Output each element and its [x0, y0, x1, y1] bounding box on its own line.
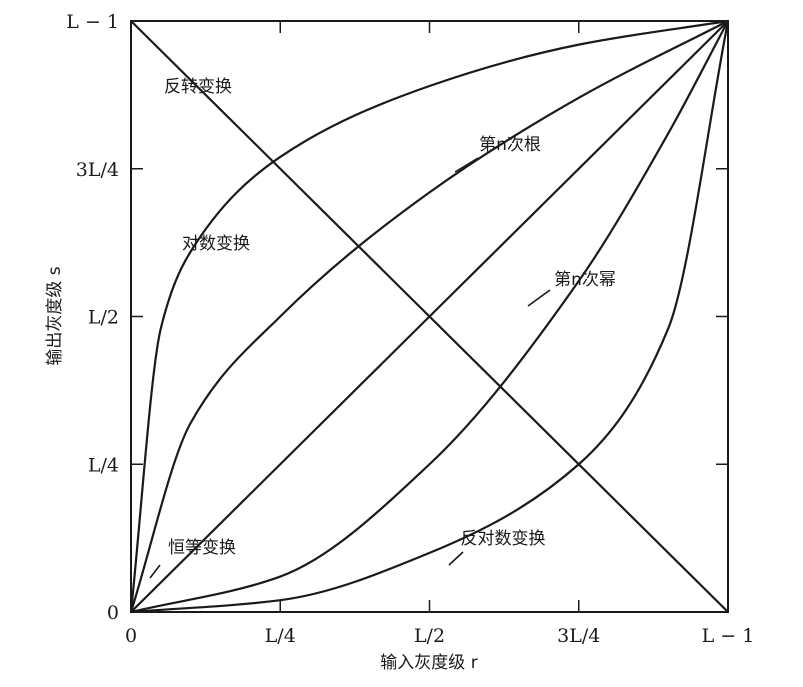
- tick-marks: [130, 20, 729, 613]
- x-tick-label: L − 1: [702, 625, 755, 647]
- y-tick-label: 0: [107, 602, 119, 624]
- nth-power-curve: [130, 20, 729, 614]
- inverse-log-label: 反对数变换: [461, 529, 546, 549]
- curves: [129, 19, 730, 614]
- x-tick-label: L/4: [265, 625, 296, 647]
- y-tick-label: L/2: [88, 307, 119, 329]
- identity-curve: [130, 20, 729, 613]
- inverse-log-leader: [448, 551, 464, 566]
- x-tick-label: L/2: [414, 625, 445, 647]
- nth-root-curve: [129, 20, 729, 613]
- log-curve: [129, 19, 729, 613]
- identity-label: 恒等变换: [168, 538, 236, 558]
- x-tick-label: 3L/4: [557, 625, 600, 647]
- y-axis-title: 输出灰度级 s: [45, 266, 65, 365]
- nth-root-label: 第n次根: [479, 135, 541, 155]
- y-tick-label: L/4: [88, 454, 119, 476]
- y-tick-label: 3L/4: [76, 159, 119, 181]
- nth-power-label: 第n次幂: [554, 270, 616, 290]
- y-tick-label: L − 1: [66, 11, 119, 33]
- negative-label: 反转变换: [164, 77, 232, 97]
- nth-root-leader: [454, 157, 479, 173]
- x-axis-title: 输入灰度级 r: [380, 653, 477, 673]
- nth-power-leader: [527, 289, 551, 307]
- log-label: 对数变换: [182, 234, 250, 254]
- identity-leader: [149, 564, 161, 579]
- tick-labels: 0 L/4 L/2 3L/4 L − 1 0 L/4 L/2 3L/4 L − 1: [66, 11, 754, 647]
- inverse-log-curve: [130, 20, 730, 614]
- x-tick-label: 0: [125, 625, 137, 647]
- label-leaders: [149, 157, 551, 579]
